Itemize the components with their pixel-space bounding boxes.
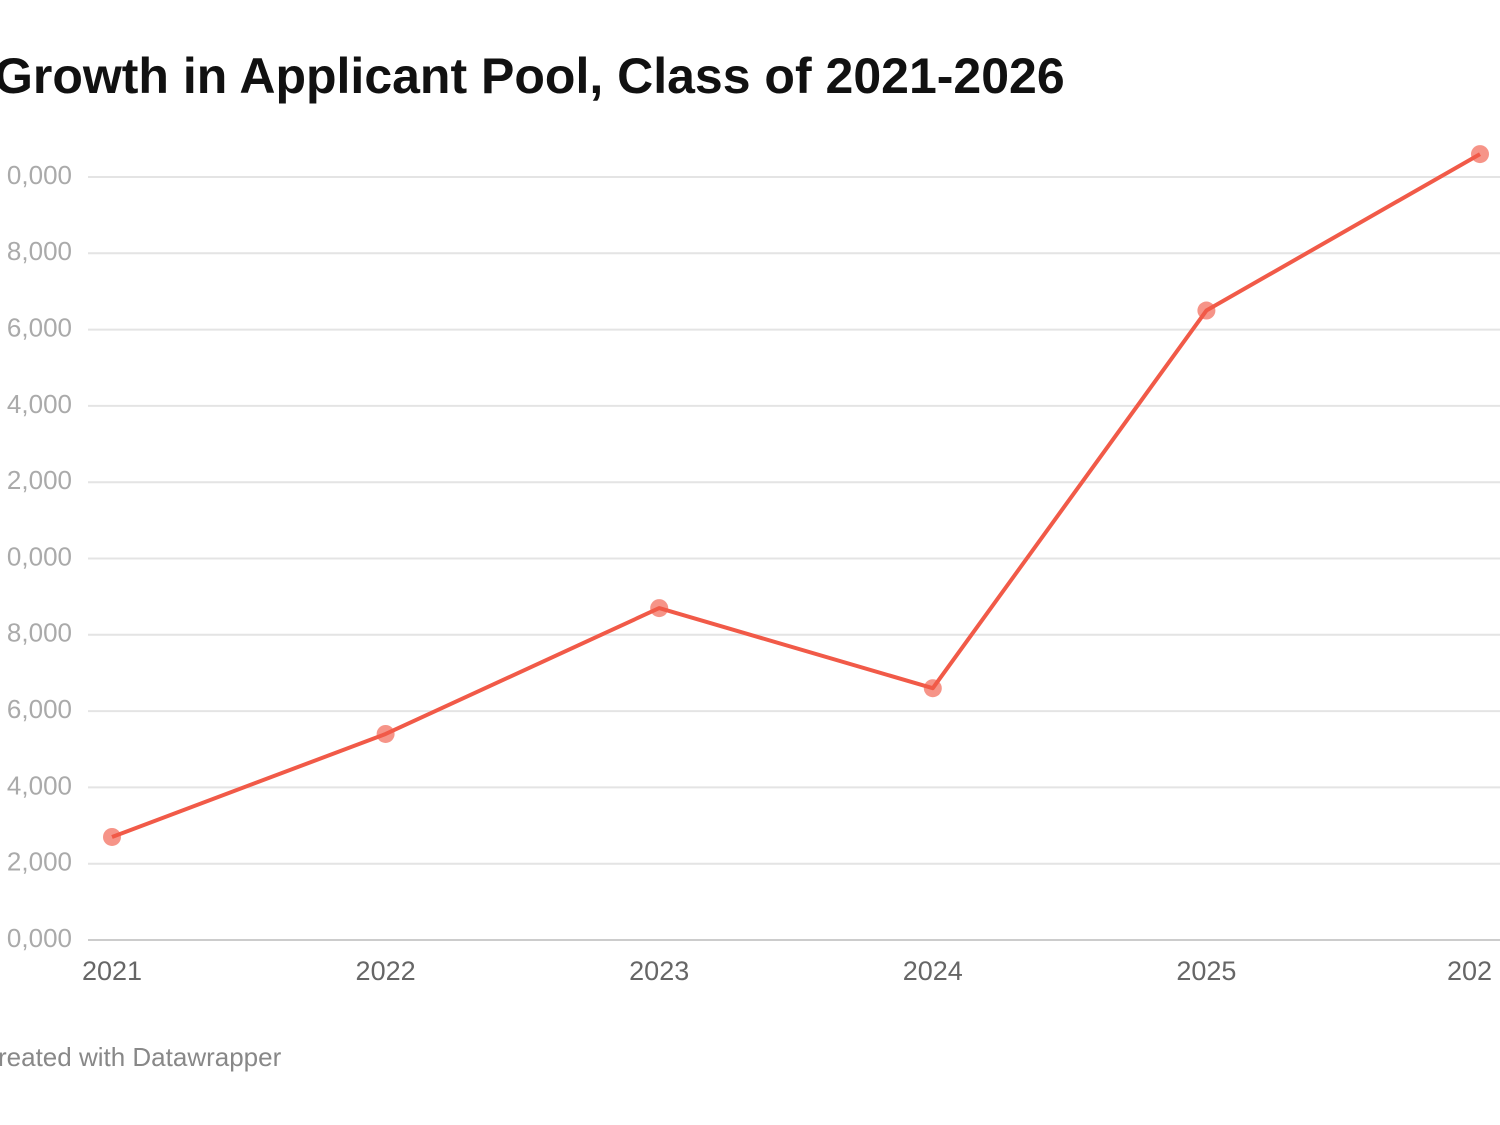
line — [111, 152, 1481, 839]
footer: reated with Datawrapper — [0, 1042, 282, 1072]
y-tick-label: 4,000 — [7, 389, 72, 419]
x-tick-label: 2022 — [356, 956, 416, 986]
point — [103, 827, 121, 846]
point — [1197, 301, 1216, 320]
x-tick-label: 2024 — [903, 956, 963, 986]
chart-title: Growth in Applicant Pool, Class of 2021-… — [0, 48, 1065, 104]
y-tick-label: 0,000 — [7, 160, 72, 190]
y-tick-label: 8,000 — [7, 236, 72, 266]
x-tick-label: 202 — [1447, 956, 1492, 986]
x-tick-label: 2021 — [82, 956, 142, 986]
y-tick-label: 0,000 — [7, 541, 72, 571]
y-tick-label: 0,000 — [7, 923, 72, 953]
point — [1471, 145, 1489, 164]
y-tick-label: 8,000 — [7, 618, 72, 648]
y-tick-label: 6,000 — [7, 694, 72, 724]
point — [650, 599, 669, 618]
x-tick-label: 2023 — [629, 956, 689, 986]
y-tick-label: 2,000 — [7, 847, 72, 877]
y-tick-label: 4,000 — [7, 770, 72, 800]
point — [923, 679, 942, 698]
x-tick-label: 2025 — [1176, 956, 1236, 986]
y-tick-label: 6,000 — [7, 312, 72, 342]
point — [376, 724, 395, 743]
y-tick-label: 2,000 — [7, 465, 72, 495]
